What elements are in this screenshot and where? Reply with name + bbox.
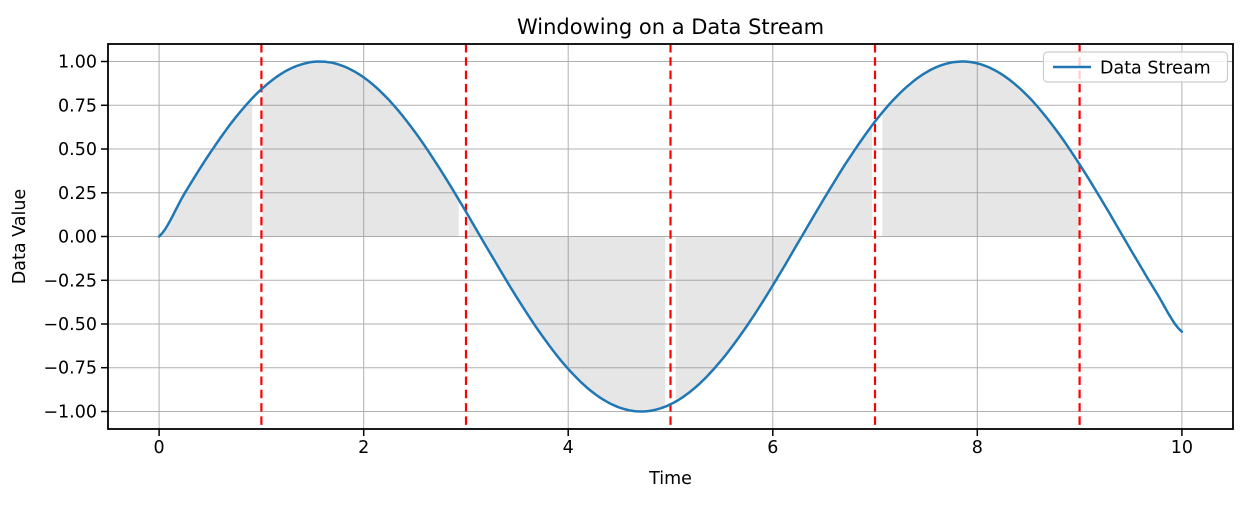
shaded-window-region (882, 61, 1079, 237)
y-tick-label: 0.25 (58, 184, 97, 204)
legend-box (1042, 51, 1229, 83)
x-axis-ticks: 0 2 4 6 8 10 (154, 429, 1193, 458)
y-tick-label: 0.75 (58, 96, 97, 116)
y-tick-label: −1.00 (43, 403, 97, 423)
shaded-window-region (262, 61, 459, 237)
y-axis-ticks: 1.00 0.75 0.50 0.25 0.00 −0.25 −0.50 −0.75 −1.00 (43, 53, 108, 423)
y-tick-label: −0.25 (43, 271, 97, 291)
chart-title: Windowing on a Data Stream (517, 15, 824, 39)
y-tick-label: −0.50 (43, 315, 97, 335)
x-axis-label: Time (648, 469, 692, 489)
y-tick-label: 0.00 (58, 228, 97, 248)
shaded-window-region (469, 217, 666, 412)
x-tick-label: 8 (972, 438, 983, 458)
x-tick-label: 0 (154, 438, 165, 458)
y-tick-label: 1.00 (58, 53, 97, 73)
x-tick-label: 2 (358, 438, 369, 458)
x-tick-label: 10 (1171, 438, 1193, 458)
y-tick-label: 0.50 (58, 140, 97, 160)
shaded-window-region (159, 98, 253, 237)
x-tick-label: 6 (767, 438, 778, 458)
shaded-windows (159, 61, 1079, 412)
y-axis-label: Data Value (10, 189, 30, 284)
window-boundary-lines (260, 44, 1081, 429)
legend-label: Data Stream (1100, 59, 1211, 79)
data-stream-line (157, 60, 1184, 413)
legend: Data Stream (1042, 51, 1229, 83)
y-tick-label: −0.75 (43, 359, 97, 379)
shaded-window-region (675, 125, 872, 402)
x-tick-label: 4 (563, 438, 574, 458)
